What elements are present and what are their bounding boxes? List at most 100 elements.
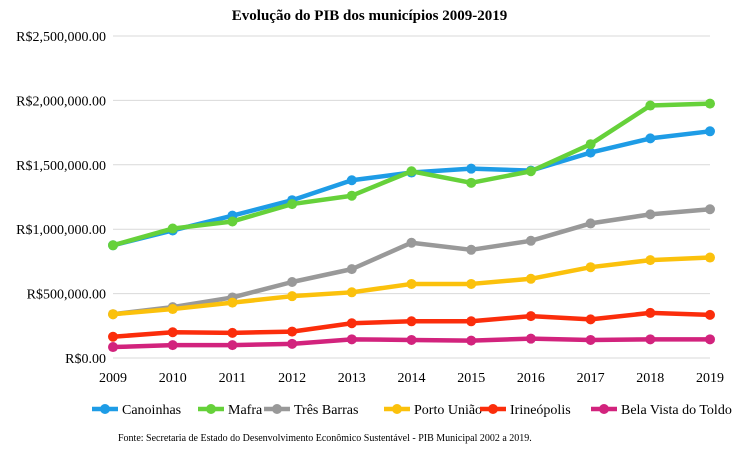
- x-tick-label: 2011: [219, 371, 246, 386]
- data-point: [585, 314, 596, 325]
- data-point: [346, 318, 357, 329]
- data-point: [585, 139, 596, 150]
- legend-label: Mafra: [228, 403, 263, 418]
- series-canoinhas: [108, 126, 715, 251]
- data-point: [645, 307, 656, 318]
- data-point: [645, 209, 656, 220]
- x-tick-label: 2010: [159, 371, 187, 386]
- x-tick-label: 2015: [457, 371, 485, 386]
- data-point: [585, 262, 596, 273]
- legend-marker: [100, 404, 110, 414]
- legend: Canoinhas Mafra Três Barras Porto União Irin…: [92, 403, 732, 418]
- source-note: Fonte: Secretaria de Estado do Desenvolv…: [118, 433, 532, 444]
- y-tick-label: R$1,500,000.00: [16, 159, 106, 174]
- y-axis-ticks: R$0.00 R$500,000.00 R$1,000,000.00 R$1,500,…: [16, 30, 106, 367]
- data-point: [346, 334, 357, 345]
- data-point: [287, 277, 298, 288]
- x-tick-label: 2019: [696, 371, 724, 386]
- data-point: [346, 190, 357, 201]
- x-tick-label: 2013: [338, 371, 366, 386]
- series-line: [112, 129, 711, 248]
- y-tick-label: R$2,000,000.00: [16, 94, 106, 109]
- data-point: [346, 264, 357, 275]
- data-point: [227, 340, 238, 351]
- data-point: [705, 334, 715, 345]
- data-point: [346, 287, 357, 298]
- series-mafra: [108, 98, 715, 251]
- data-point: [227, 297, 238, 308]
- gridlines: [113, 35, 710, 359]
- data-point: [525, 273, 536, 284]
- data-point: [645, 255, 656, 266]
- data-point: [167, 327, 178, 338]
- data-point: [585, 334, 596, 345]
- data-point: [645, 133, 656, 144]
- data-point: [287, 291, 298, 302]
- y-tick-label: R$1,000,000.00: [16, 223, 106, 238]
- series-irineópolis: [108, 307, 715, 342]
- y-tick-label: R$2,500,000.00: [16, 30, 106, 45]
- data-point: [466, 244, 477, 255]
- data-point: [108, 331, 118, 342]
- y-tick-label: R$500,000.00: [27, 288, 106, 303]
- x-tick-label: 2017: [577, 371, 605, 386]
- data-point: [525, 235, 536, 246]
- data-point: [705, 204, 715, 215]
- data-point: [705, 309, 715, 320]
- x-axis-ticks: 2009 2010 2011 2012 2013 2014 2015 2016 2017 2018…: [99, 371, 724, 386]
- data-point: [525, 311, 536, 322]
- data-point: [108, 309, 118, 320]
- legend-marker: [599, 404, 609, 414]
- legend-label: Bela Vista do Toldo: [621, 403, 732, 418]
- legend-label: Três Barras: [294, 403, 358, 418]
- legend-item: Canoinhas: [92, 403, 181, 418]
- data-point: [525, 333, 536, 344]
- data-point: [645, 100, 656, 111]
- legend-item: Mafra: [198, 403, 263, 418]
- x-tick-label: 2012: [278, 371, 306, 386]
- y-tick-label: R$0.00: [65, 352, 106, 367]
- series-lines: [108, 98, 715, 353]
- data-point: [287, 338, 298, 349]
- legend-label: Porto União: [414, 403, 482, 418]
- data-point: [466, 278, 477, 289]
- legend-marker: [206, 404, 216, 414]
- data-point: [406, 166, 417, 177]
- data-point: [167, 304, 178, 315]
- data-point: [705, 98, 715, 109]
- data-point: [167, 340, 178, 351]
- data-point: [287, 199, 298, 210]
- legend-item: Porto União: [384, 403, 482, 418]
- data-point: [645, 334, 656, 345]
- data-point: [466, 177, 477, 188]
- data-point: [466, 335, 477, 346]
- data-point: [466, 316, 477, 327]
- chart-title: Evolução do PIB dos municípios 2009-2019: [231, 8, 508, 24]
- data-point: [167, 223, 178, 234]
- x-tick-label: 2018: [636, 371, 664, 386]
- data-point: [108, 240, 118, 251]
- x-tick-label: 2014: [398, 371, 426, 386]
- data-point: [108, 342, 118, 353]
- data-point: [525, 166, 536, 177]
- legend-label: Irineópolis: [510, 403, 571, 418]
- data-point: [585, 147, 596, 158]
- data-point: [406, 334, 417, 345]
- legend-marker: [392, 404, 402, 414]
- legend-marker: [488, 404, 498, 414]
- x-tick-label: 2009: [99, 371, 127, 386]
- legend-item: Bela Vista do Toldo: [591, 403, 732, 418]
- data-point: [585, 218, 596, 229]
- data-point: [287, 326, 298, 337]
- data-point: [406, 278, 417, 289]
- data-point: [705, 126, 715, 137]
- data-point: [227, 327, 238, 338]
- data-point: [705, 252, 715, 263]
- x-tick-label: 2016: [517, 371, 545, 386]
- legend-item: Três Barras: [264, 403, 358, 418]
- legend-label: Canoinhas: [122, 403, 181, 418]
- data-point: [406, 237, 417, 248]
- data-point: [406, 316, 417, 327]
- data-point: [227, 216, 238, 227]
